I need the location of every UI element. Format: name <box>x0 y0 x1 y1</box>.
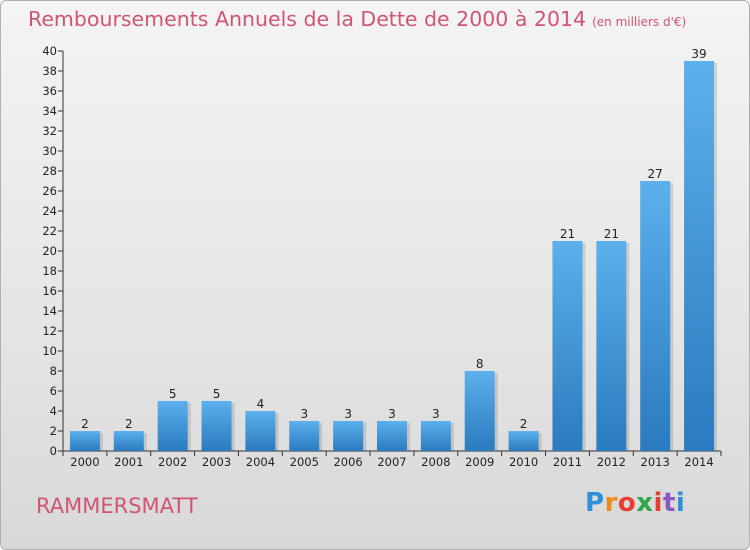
y-tick-label: 12 <box>42 324 57 338</box>
y-tick-label: 24 <box>42 204 57 218</box>
x-tick-label: 2007 <box>377 455 406 469</box>
bar <box>684 61 715 451</box>
data-label: 4 <box>257 397 265 411</box>
bar <box>245 411 276 451</box>
bar <box>420 421 451 451</box>
bar <box>113 431 144 451</box>
logo-letter: i <box>675 488 686 518</box>
data-label: 3 <box>388 407 396 421</box>
x-tick-label: 2012 <box>597 455 626 469</box>
y-tick-label: 0 <box>50 444 57 458</box>
bar <box>640 181 671 451</box>
x-tick-label: 2010 <box>509 455 538 469</box>
y-tick-label: 34 <box>42 104 57 118</box>
y-tick-label: 36 <box>42 84 57 98</box>
y-tick-label: 22 <box>42 224 57 238</box>
proxiti-logo: Proxiti <box>585 488 685 518</box>
y-tick-label: 20 <box>42 244 57 258</box>
logo-letter: t <box>662 488 676 518</box>
x-tick-label: 2000 <box>70 455 99 469</box>
x-tick-label: 2009 <box>465 455 494 469</box>
data-label: 8 <box>476 357 484 371</box>
bar <box>201 401 232 451</box>
bar <box>596 241 627 451</box>
x-tick-label: 2005 <box>290 455 319 469</box>
commune-name: RAMMERSMATT <box>36 494 198 518</box>
data-label: 39 <box>691 47 706 61</box>
bar <box>333 421 364 451</box>
logo-letter: r <box>604 488 618 518</box>
chart-title: Remboursements Annuels de la Dette de 20… <box>28 7 686 31</box>
y-tick-label: 28 <box>42 164 57 178</box>
x-tick-label: 2011 <box>553 455 582 469</box>
data-label: 3 <box>344 407 352 421</box>
bar <box>508 431 539 451</box>
y-tick-label: 4 <box>50 404 57 418</box>
y-tick-label: 18 <box>42 264 57 278</box>
data-label: 3 <box>432 407 440 421</box>
y-tick-label: 2 <box>50 424 57 438</box>
bar <box>69 431 100 451</box>
x-tick-label: 2001 <box>114 455 143 469</box>
bar <box>289 421 320 451</box>
y-tick-label: 40 <box>42 44 57 58</box>
logo-letter: o <box>617 488 637 518</box>
y-tick-label: 16 <box>42 284 57 298</box>
y-tick-label: 26 <box>42 184 57 198</box>
data-label: 21 <box>604 227 619 241</box>
logo-letter: x <box>636 488 654 518</box>
data-label: 5 <box>213 387 221 401</box>
y-tick-label: 38 <box>42 64 57 78</box>
x-tick-label: 2013 <box>641 455 670 469</box>
y-tick-label: 32 <box>42 124 57 138</box>
x-tick-label: 2002 <box>158 455 187 469</box>
data-label: 5 <box>169 387 177 401</box>
data-label: 27 <box>648 167 663 181</box>
x-tick-label: 2014 <box>684 455 713 469</box>
data-label: 2 <box>520 417 528 431</box>
bar <box>377 421 407 451</box>
y-tick-label: 10 <box>42 344 57 358</box>
y-tick-label: 30 <box>42 144 57 158</box>
x-tick-label: 2006 <box>333 455 362 469</box>
data-label: 2 <box>81 417 89 431</box>
x-tick-label: 2008 <box>421 455 450 469</box>
chart-subtitle: (en milliers d'€) <box>592 15 687 29</box>
x-tick-label: 2003 <box>202 455 231 469</box>
x-tick-label: 2004 <box>246 455 275 469</box>
logo-letter: P <box>585 488 605 518</box>
bar <box>464 371 495 451</box>
bar <box>157 401 188 451</box>
y-tick-label: 14 <box>42 304 57 318</box>
data-label: 21 <box>560 227 575 241</box>
y-tick-label: 8 <box>50 364 57 378</box>
y-tick-label: 6 <box>50 384 57 398</box>
bar <box>552 241 583 451</box>
data-label: 3 <box>300 407 308 421</box>
chart-title-text: Remboursements Annuels de la Dette de 20… <box>28 7 587 31</box>
data-label: 2 <box>125 417 133 431</box>
logo-letter: i <box>653 488 663 518</box>
